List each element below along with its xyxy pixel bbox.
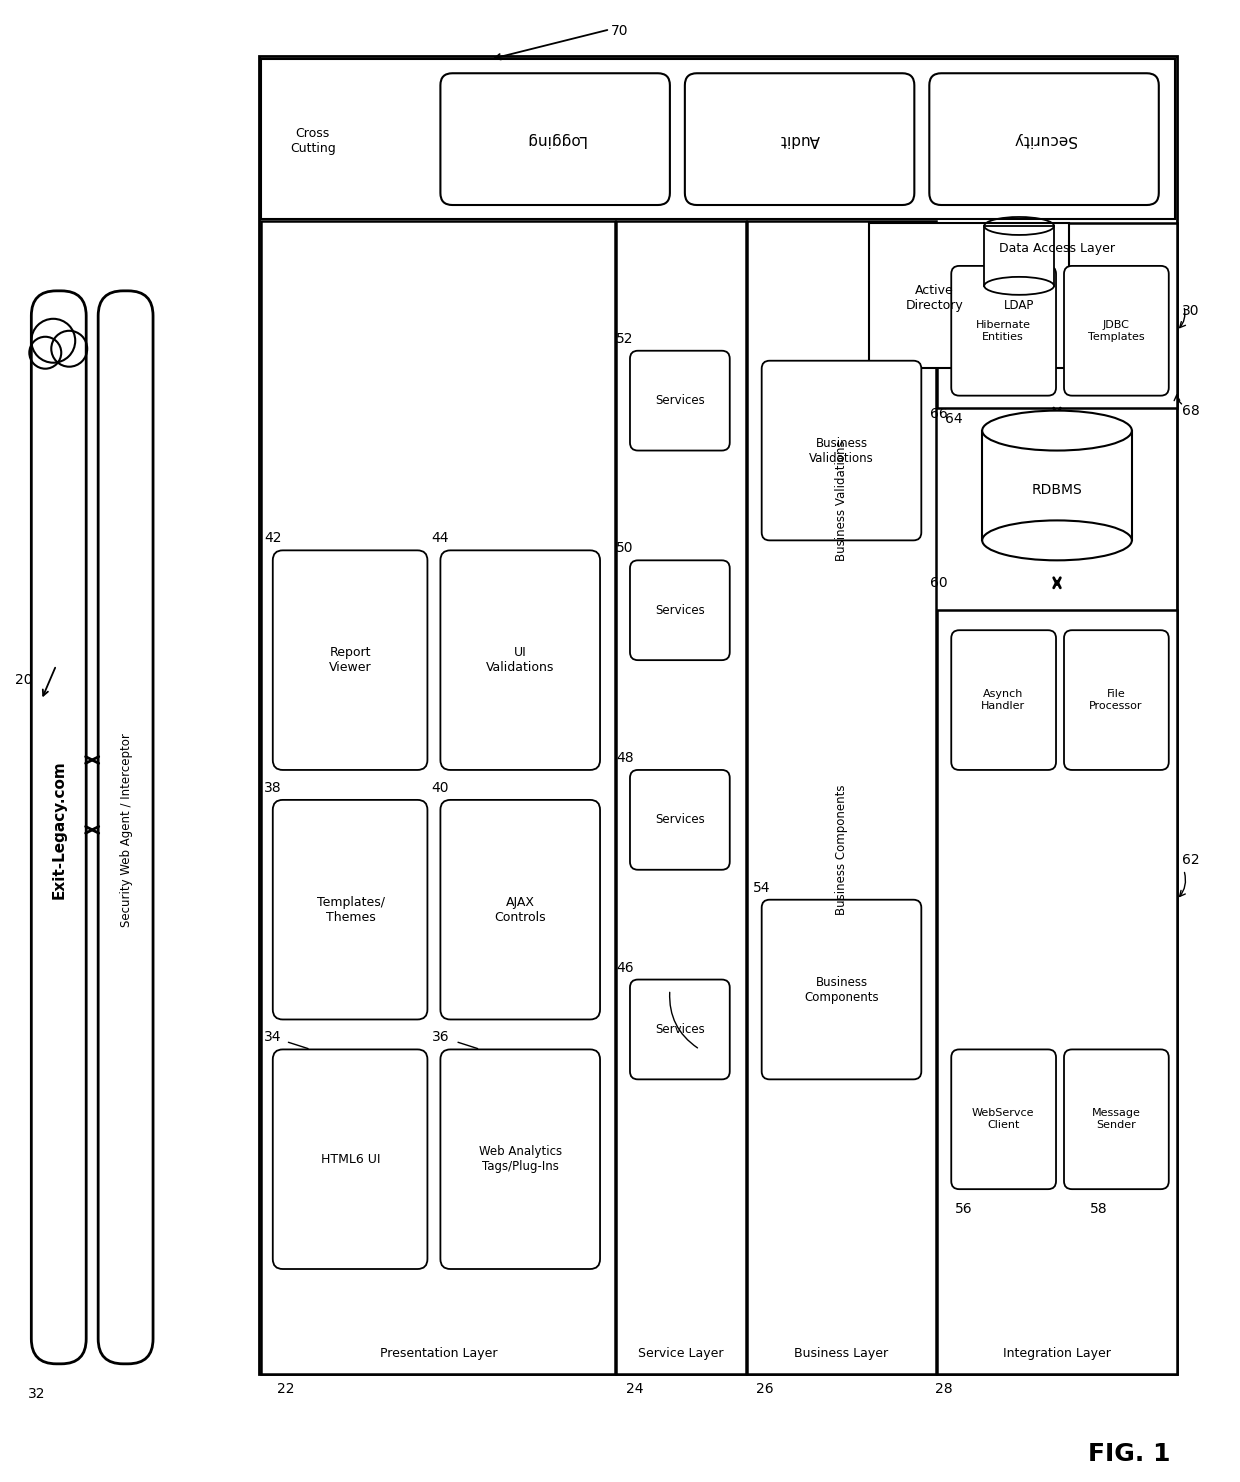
Text: Business
Validations: Business Validations	[810, 437, 874, 464]
Text: Hibernate
Entities: Hibernate Entities	[976, 320, 1030, 341]
Bar	[259, 56, 1177, 1374]
Text: 54: 54	[753, 880, 770, 895]
Text: Security: Security	[1013, 132, 1075, 147]
Text: JDBC
Templates: JDBC Templates	[1087, 320, 1145, 341]
Text: Security Web Agent / Interceptor: Security Web Agent / Interceptor	[119, 734, 133, 926]
FancyBboxPatch shape	[273, 550, 428, 771]
Bar	[260, 221, 615, 1374]
Text: Integration Layer: Integration Layer	[1003, 1347, 1111, 1360]
Text: 56: 56	[955, 1202, 973, 1217]
Text: AJAX
Controls: AJAX Controls	[495, 895, 546, 923]
Bar	[260, 59, 1174, 219]
FancyBboxPatch shape	[951, 265, 1056, 396]
Text: Message
Sender: Message Sender	[1091, 1109, 1141, 1131]
FancyBboxPatch shape	[630, 771, 730, 870]
Text: 52: 52	[616, 332, 634, 345]
Text: 26: 26	[756, 1381, 774, 1396]
FancyBboxPatch shape	[761, 360, 921, 541]
FancyBboxPatch shape	[1064, 265, 1169, 396]
Text: Services: Services	[655, 603, 704, 617]
Bar	[937, 222, 1177, 408]
FancyBboxPatch shape	[273, 800, 428, 1020]
Text: Templates/
Themes: Templates/ Themes	[316, 895, 384, 923]
Text: WebServce
Client: WebServce Client	[972, 1109, 1034, 1131]
Text: LDAP: LDAP	[1004, 299, 1034, 313]
Text: RDBMS: RDBMS	[1032, 483, 1083, 498]
Text: 70: 70	[611, 24, 629, 39]
Text: Web Analytics
Tags/Plug-Ins: Web Analytics Tags/Plug-Ins	[479, 1146, 562, 1174]
Text: 22: 22	[277, 1381, 295, 1396]
FancyBboxPatch shape	[31, 290, 87, 1363]
FancyBboxPatch shape	[98, 290, 153, 1363]
Text: UI
Validations: UI Validations	[486, 646, 554, 674]
Text: Asynch
Handler: Asynch Handler	[981, 689, 1025, 711]
Text: 46: 46	[616, 960, 634, 975]
FancyBboxPatch shape	[440, 550, 600, 771]
Text: Business
Components: Business Components	[805, 975, 879, 1003]
FancyBboxPatch shape	[440, 73, 670, 205]
FancyBboxPatch shape	[761, 900, 921, 1079]
Text: Report
Viewer: Report Viewer	[330, 646, 372, 674]
Text: Data Access Layer: Data Access Layer	[999, 243, 1115, 255]
FancyBboxPatch shape	[929, 73, 1159, 205]
FancyBboxPatch shape	[440, 800, 600, 1020]
Bar	[746, 221, 936, 1374]
FancyBboxPatch shape	[1064, 630, 1169, 771]
Text: 68: 68	[1182, 403, 1199, 418]
Text: Business Validations: Business Validations	[835, 440, 848, 560]
Bar	[869, 222, 1069, 368]
Text: 30: 30	[1182, 304, 1199, 317]
Bar	[982, 431, 1132, 541]
Text: 44: 44	[432, 532, 449, 545]
Text: 28: 28	[935, 1381, 954, 1396]
Text: 64: 64	[945, 412, 963, 425]
Ellipse shape	[982, 520, 1132, 560]
FancyBboxPatch shape	[440, 1049, 600, 1269]
Text: 32: 32	[27, 1387, 45, 1400]
Text: 42: 42	[264, 532, 281, 545]
Text: 62: 62	[1182, 852, 1199, 867]
FancyBboxPatch shape	[1064, 1049, 1169, 1189]
FancyBboxPatch shape	[951, 1049, 1056, 1189]
Text: Service Layer: Service Layer	[639, 1347, 724, 1360]
Text: 20: 20	[15, 673, 32, 688]
Text: 38: 38	[264, 781, 281, 794]
Text: 66: 66	[930, 406, 949, 421]
Text: HTML6 UI: HTML6 UI	[321, 1153, 381, 1166]
Text: Audit: Audit	[780, 132, 820, 147]
FancyBboxPatch shape	[684, 73, 914, 205]
Text: File
Processor: File Processor	[1089, 689, 1142, 711]
Text: 58: 58	[1090, 1202, 1107, 1217]
Text: Services: Services	[655, 814, 704, 827]
Text: 34: 34	[264, 1030, 281, 1045]
Text: Cross
Cutting: Cross Cutting	[290, 127, 336, 156]
Text: Presentation Layer: Presentation Layer	[379, 1347, 497, 1360]
FancyBboxPatch shape	[273, 1049, 428, 1269]
Text: 50: 50	[616, 541, 634, 556]
Text: 48: 48	[616, 751, 634, 765]
Text: 36: 36	[432, 1030, 449, 1045]
FancyBboxPatch shape	[951, 630, 1056, 771]
FancyBboxPatch shape	[630, 351, 730, 451]
Text: Logging: Logging	[525, 132, 585, 147]
Text: 40: 40	[432, 781, 449, 794]
Ellipse shape	[985, 277, 1054, 295]
Text: Services: Services	[655, 394, 704, 408]
Bar	[985, 225, 1054, 286]
Text: 24: 24	[626, 1381, 644, 1396]
Text: Business Components: Business Components	[835, 784, 848, 914]
Bar	[937, 611, 1177, 1374]
Bar	[616, 221, 745, 1374]
Text: FIG. 1: FIG. 1	[1087, 1442, 1171, 1466]
Text: Business Layer: Business Layer	[795, 1347, 889, 1360]
Ellipse shape	[982, 411, 1132, 451]
Text: Active
Directory: Active Directory	[905, 285, 963, 311]
FancyBboxPatch shape	[630, 980, 730, 1079]
Text: 60: 60	[930, 576, 949, 590]
Text: Services: Services	[655, 1023, 704, 1036]
Text: Exit-Legacy.com: Exit-Legacy.com	[52, 760, 67, 900]
FancyBboxPatch shape	[630, 560, 730, 659]
